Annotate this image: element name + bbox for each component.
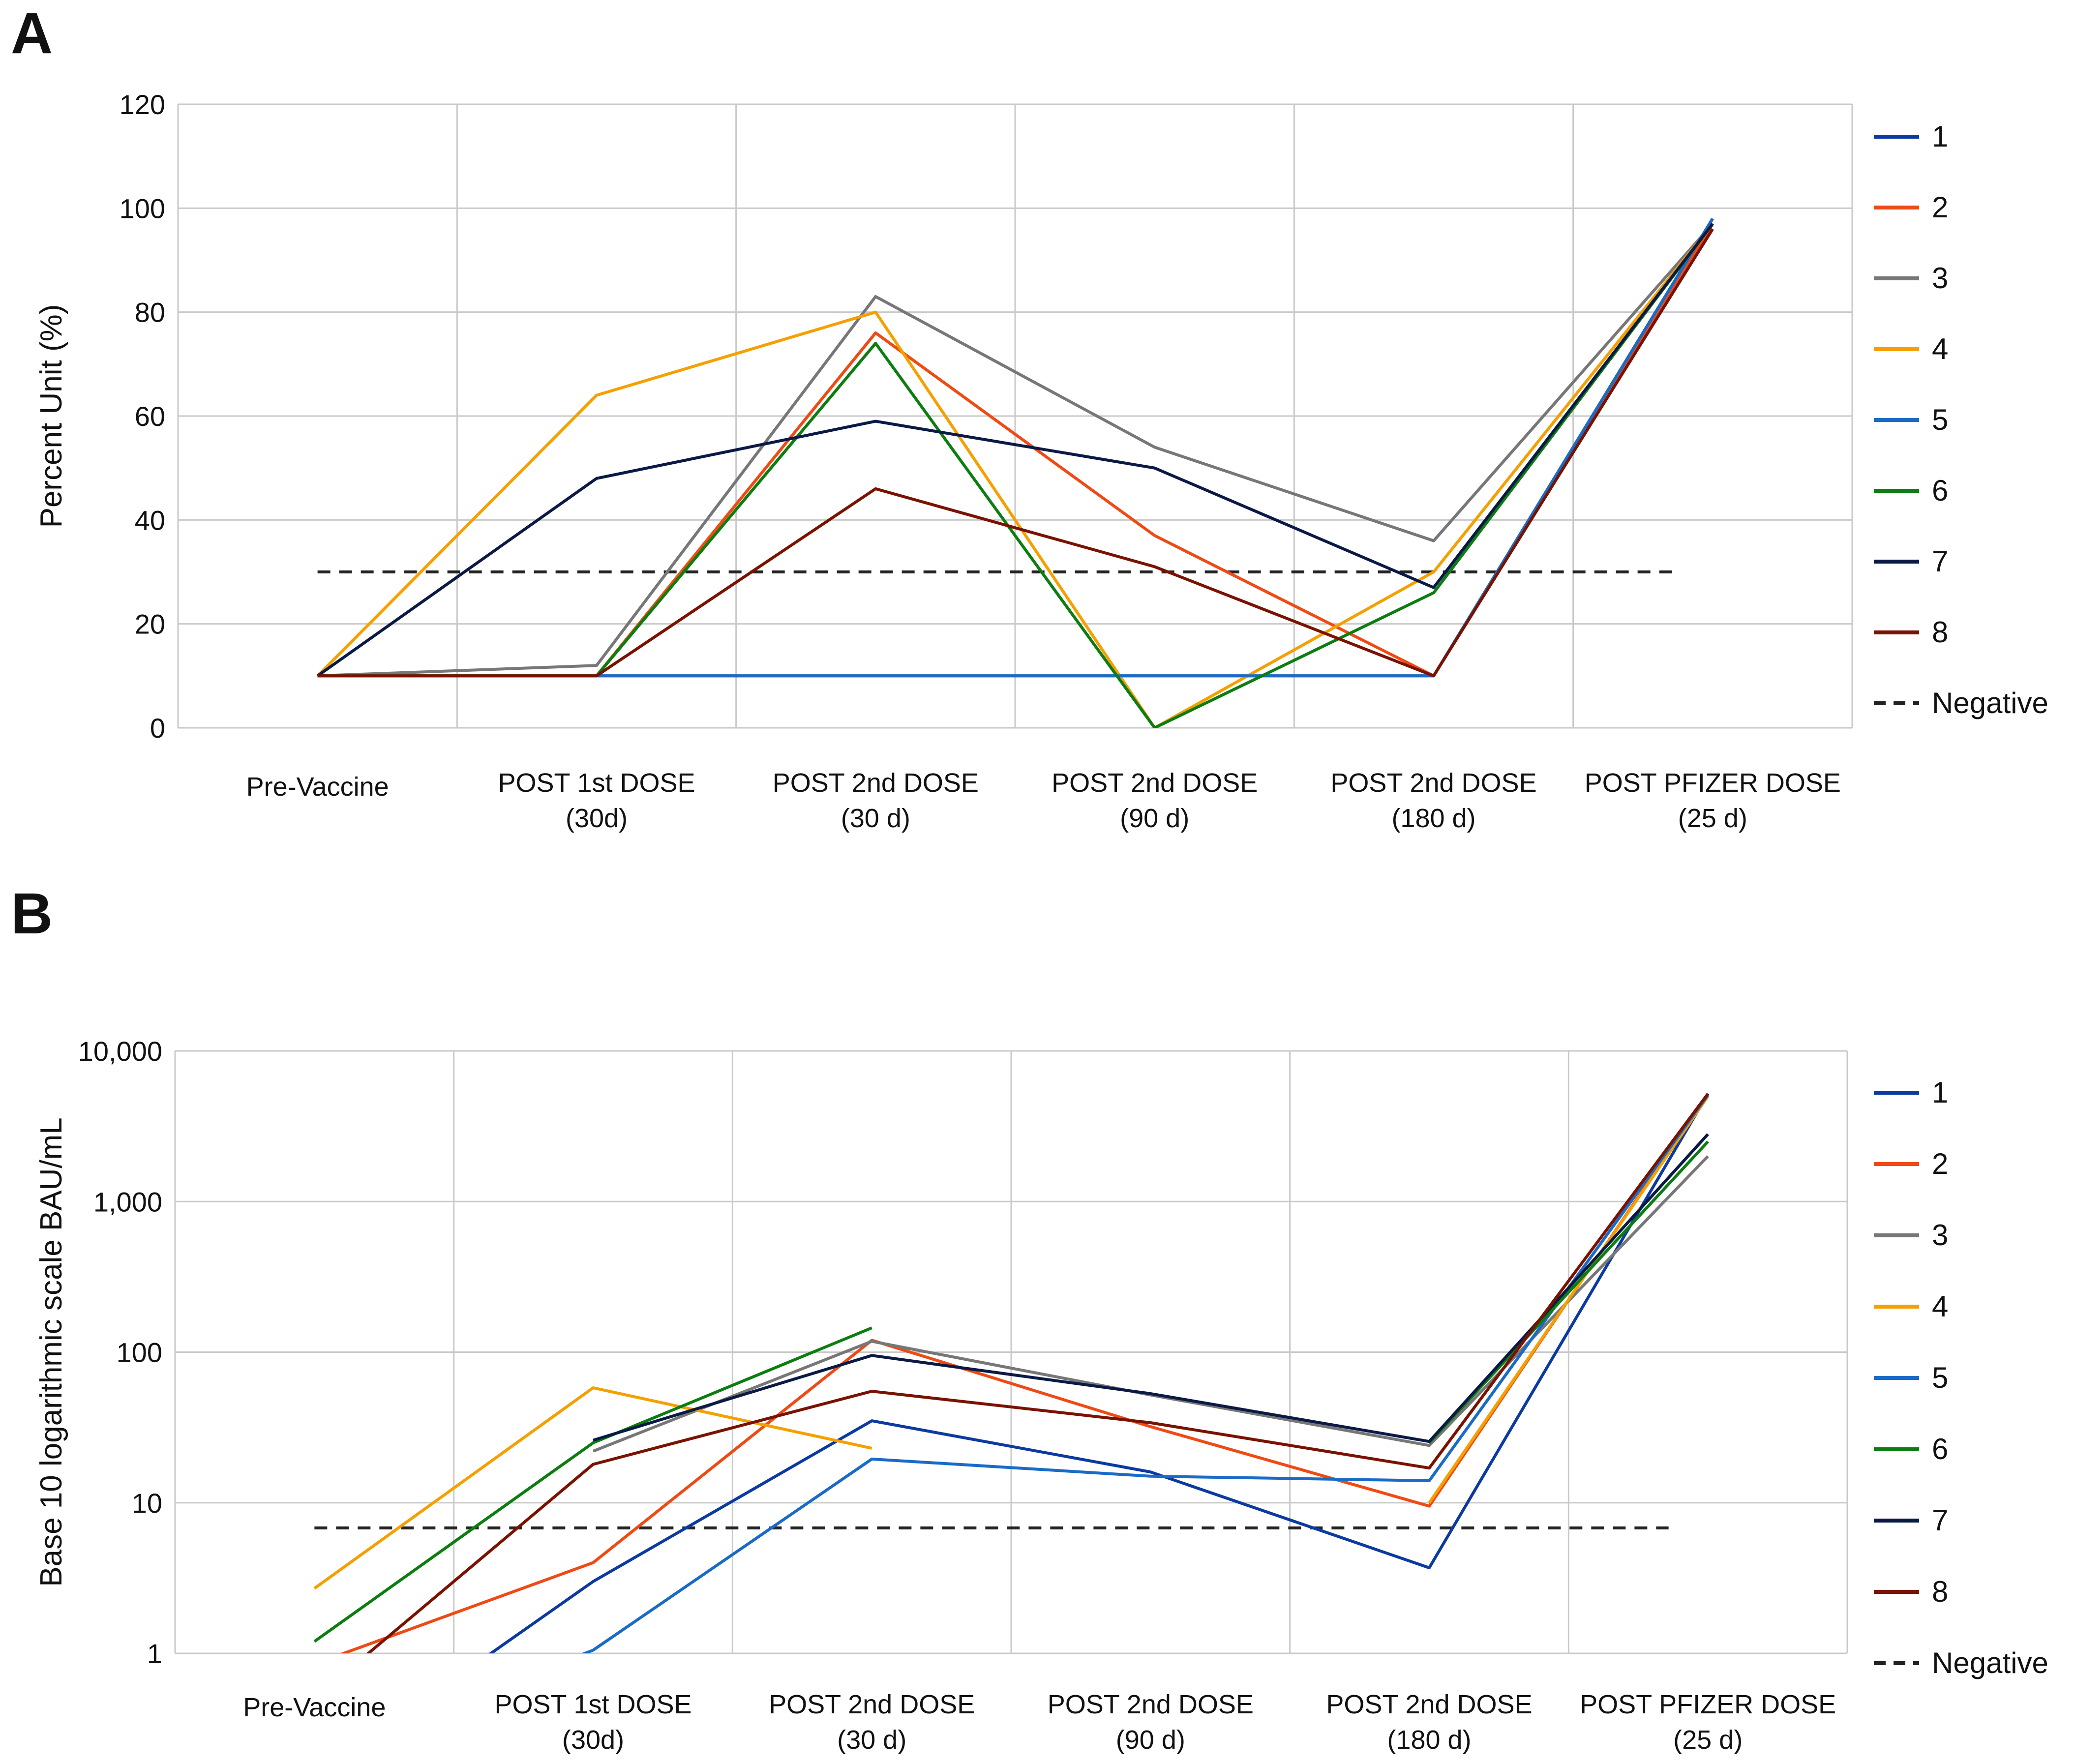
chart-b-xtick-label-3-1: (90 d)	[1116, 1725, 1185, 1755]
chart-b-xtick-label-5-1: (25 d)	[1673, 1725, 1743, 1755]
chart-a-xtick-label-5-1: (25 d)	[1678, 804, 1747, 833]
chart-b-series-3-line	[592, 1155, 1709, 1453]
chart-b: 1 10 100 1,000 10,000 Pre-Vaccine POST 1st DOS…	[34, 1036, 2048, 1755]
chart-b-legend-label-4: 4	[1932, 1290, 1948, 1323]
chart-b-legend-label-7: 7	[1932, 1504, 1948, 1537]
chart-b-ylabel: Base 10 logarithmic scale BAU/mL	[34, 1117, 68, 1587]
chart-a-ytick-label-2: 40	[135, 505, 165, 536]
chart-a-xtick-label-1-0: POST 1st DOSE	[498, 768, 695, 798]
chart-a-ytick-label-3: 60	[135, 401, 165, 432]
chart-b-series-5-line	[581, 1094, 1710, 1653]
chart-b-ytick-label-1: 10	[132, 1488, 162, 1519]
chart-a-legend-label-5: 5	[1932, 403, 1948, 436]
chart-b-legend-label-5: 5	[1932, 1361, 1948, 1394]
chart-b-series-8-line	[366, 1093, 1710, 1653]
chart-b-xtick-label-4-1: (180 d)	[1387, 1725, 1471, 1755]
chart-b-xtick-label-5-0: POST PFIZER DOSE	[1580, 1690, 1836, 1719]
chart-a-xtick-label-1-1: (30d)	[566, 804, 628, 833]
panel-a-letter: A	[11, 1, 53, 66]
chart-a-legend-label-6: 6	[1932, 474, 1948, 507]
chart-b-legend-label-2: 2	[1932, 1147, 1948, 1180]
chart-b-xtick-label-0-0: Pre-Vaccine	[243, 1693, 386, 1722]
chart-b-legend-label-1: 1	[1932, 1076, 1948, 1109]
panel-a: A 0 20 40 60 80 100 120 Pre-Vaccine POST 1st DOS…	[0, 0, 2075, 880]
chart-b-ytick-label-4: 10,000	[78, 1036, 162, 1067]
chart-b-series-7-line	[593, 1133, 1709, 1443]
chart-b-series-6-line	[313, 1140, 1709, 1643]
chart-b-legend-label-8: 8	[1932, 1575, 1948, 1608]
chart-a-legend-label-4: 4	[1932, 332, 1948, 365]
chart-a-series-8-line	[317, 228, 1714, 678]
chart-a-legend-label-8: 8	[1932, 616, 1948, 649]
chart-a-xtick-label-3-1: (90 d)	[1120, 804, 1189, 833]
panel-b-letter: B	[11, 881, 53, 946]
chart-a-series-4-line	[316, 223, 1714, 728]
chart-a-xtick-label-3-0: POST 2nd DOSE	[1052, 768, 1258, 798]
chart-b-xtick-label-3-0: POST 2nd DOSE	[1048, 1690, 1254, 1719]
chart-a: 0 20 40 60 80 100 120 Pre-Vaccine POST 1st DOSE (…	[34, 89, 2048, 833]
chart-b-ytick-label-0: 1	[147, 1638, 162, 1669]
chart-a-xtick-label-2-0: POST 2nd DOSE	[773, 768, 979, 798]
chart-b-xtick-label-2-1: (30 d)	[837, 1725, 906, 1755]
chart-a-xtick-label-5-0: POST PFIZER DOSE	[1585, 768, 1841, 798]
chart-a-xtick-label-4-0: POST 2nd DOSE	[1330, 768, 1536, 798]
chart-a-legend-label-1: 1	[1932, 120, 1948, 153]
chart-b-series-4-line	[313, 1095, 1710, 1590]
chart-a-legend-label-2: 2	[1932, 191, 1948, 224]
panel-b: B 1 10 100 1,000 10,000 Pre-Vaccine POST 1st D…	[0, 880, 2075, 1762]
chart-a-xtick-label-4-1: (180 d)	[1391, 804, 1475, 833]
chart-a-ytick-label-5: 100	[120, 193, 165, 224]
chart-b-legend-label-6: 6	[1932, 1433, 1948, 1465]
chart-b-xtick-label-2-0: POST 2nd DOSE	[769, 1690, 975, 1719]
chart-a-legend-label-7: 7	[1932, 545, 1948, 578]
chart-a-legend-label-3: 3	[1932, 262, 1948, 295]
chart-a-ytick-label-6: 120	[120, 89, 165, 120]
chart-a-series-3-line	[317, 223, 1714, 678]
chart-a-xtick-label-2-1: (30 d)	[841, 804, 910, 833]
chart-b-series-1-line	[488, 1093, 1710, 1653]
chart-b-ytick-label-2: 100	[117, 1337, 162, 1368]
chart-b-xtick-label-4-0: POST 2nd DOSE	[1326, 1690, 1532, 1719]
chart-b-xtick-label-1-0: POST 1st DOSE	[494, 1690, 692, 1719]
chart-a-ylabel: Percent Unit (%)	[34, 304, 68, 528]
chart-b-xtick-label-1-1: (30d)	[562, 1725, 624, 1755]
chart-a-legend-label-negative: Negative	[1932, 687, 2048, 719]
chart-a-ytick-label-4: 80	[135, 297, 165, 328]
chart-a-ytick-label-1: 20	[135, 609, 165, 640]
chart-a-xtick-label-0-0: Pre-Vaccine	[246, 772, 389, 802]
chart-a-ytick-label-0: 0	[150, 713, 165, 744]
chart-b-ytick-label-3: 1,000	[93, 1186, 162, 1217]
chart-b-legend-label-negative: Negative	[1932, 1646, 2048, 1679]
chart-a-series-7-line	[316, 223, 1714, 677]
chart-b-legend-label-3: 3	[1932, 1219, 1948, 1252]
